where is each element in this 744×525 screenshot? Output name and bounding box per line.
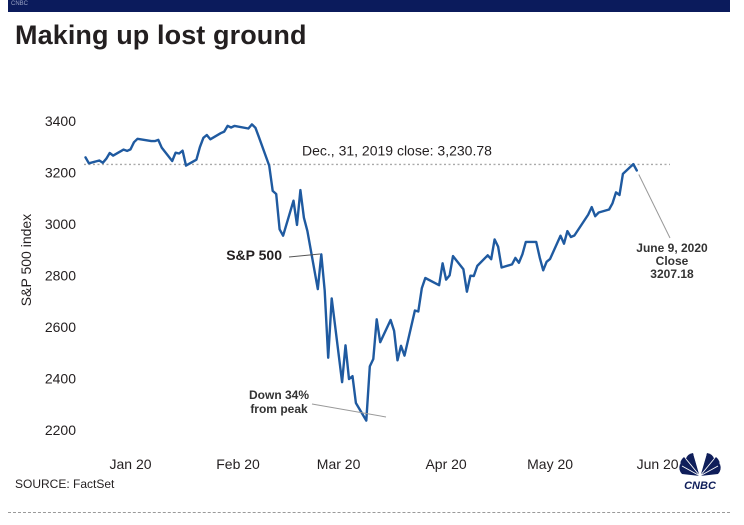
- x-tick-labels: Jan 20 Feb 20 Mar 20 Apr 20 May 20 Jun 20: [110, 456, 679, 472]
- end-annotation-line: June 9, 2020: [636, 241, 708, 255]
- y-tick-label: 2800: [45, 267, 76, 283]
- trough-leader: [311, 403, 387, 418]
- series-name-annotation: S&P 500: [226, 247, 282, 263]
- y-tick-label: 2600: [45, 319, 76, 335]
- y-tick-label: 2200: [45, 422, 76, 438]
- logo-text: CNBC: [684, 480, 717, 492]
- reference-line-label: Dec., 31, 2019 close: 3,230.78: [302, 142, 492, 158]
- cnbc-peacock-logo: CNBC: [679, 453, 721, 492]
- y-tick-label: 3000: [45, 216, 76, 232]
- banner-tag: CNBC: [11, 1, 29, 7]
- x-tick-label: Feb 20: [216, 456, 260, 472]
- y-tick-label: 3400: [45, 113, 76, 129]
- y-tick-labels: 2200 2400 2600 2800 3000 3200 3400: [45, 113, 76, 438]
- annotation-layer: S&P 500 Down 34%from peak June 9, 2020Clos…: [226, 174, 708, 418]
- end-annotation-line: 3207.18: [650, 267, 694, 281]
- x-tick-label: Mar 20: [317, 456, 361, 472]
- reference-layer: Dec., 31, 2019 close: 3,230.78: [84, 142, 670, 166]
- bottom-divider: [8, 512, 730, 513]
- y-axis-label: S&P 500 index: [18, 214, 34, 306]
- source-note: SOURCE: FactSet: [15, 477, 115, 491]
- x-tick-label: Jun 20: [637, 456, 679, 472]
- top-banner: CNBC: [8, 0, 730, 12]
- series-name-leader: [288, 253, 321, 258]
- trough-annotation-line: from peak: [250, 402, 308, 416]
- x-tick-label: May 20: [527, 456, 573, 472]
- series-layer: [84, 123, 638, 422]
- y-tick-label: 3200: [45, 164, 76, 180]
- trough-annotation-line: Down 34%: [249, 388, 309, 402]
- end-leader: [638, 174, 671, 239]
- page-title: Making up lost ground: [15, 20, 307, 50]
- x-tick-label: Apr 20: [425, 456, 466, 472]
- y-tick-label: 2400: [45, 371, 76, 387]
- sp500-series-line: [84, 123, 638, 422]
- x-tick-label: Jan 20: [110, 456, 152, 472]
- end-annotation-line: Close: [656, 254, 689, 268]
